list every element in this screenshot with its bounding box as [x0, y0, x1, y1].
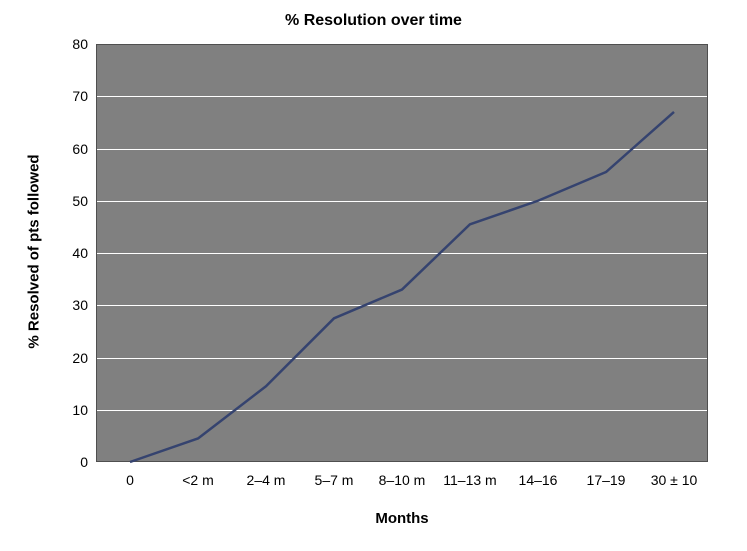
y-axis-label: % Resolved of pts followed [26, 102, 43, 402]
line-series [96, 44, 708, 462]
x-tick-label: 5–7 m [315, 472, 354, 488]
chart-container: % Resolution over time % Resolved of pts… [0, 0, 747, 551]
chart-title: % Resolution over time [0, 12, 747, 30]
x-tick-label: 30 ± 10 [651, 472, 698, 488]
x-tick-label: 11–13 m [443, 472, 496, 488]
x-tick-label: 14–16 [519, 472, 558, 488]
y-tick-label: 60 [58, 141, 88, 157]
x-tick-label: 17–19 [587, 472, 626, 488]
x-tick-label: 2–4 m [247, 472, 286, 488]
y-tick-label: 0 [58, 454, 88, 470]
x-tick-label: 0 [126, 472, 134, 488]
gridline [96, 462, 708, 463]
y-tick-label: 30 [58, 297, 88, 313]
x-axis-label: Months [302, 510, 502, 527]
y-tick-label: 40 [58, 245, 88, 261]
x-tick-label: <2 m [182, 472, 214, 488]
y-tick-label: 80 [58, 36, 88, 52]
y-tick-label: 70 [58, 88, 88, 104]
plot-area [96, 44, 708, 462]
y-tick-label: 50 [58, 193, 88, 209]
y-tick-label: 20 [58, 350, 88, 366]
x-tick-label: 8–10 m [379, 472, 426, 488]
y-tick-label: 10 [58, 402, 88, 418]
data-line [130, 112, 674, 462]
